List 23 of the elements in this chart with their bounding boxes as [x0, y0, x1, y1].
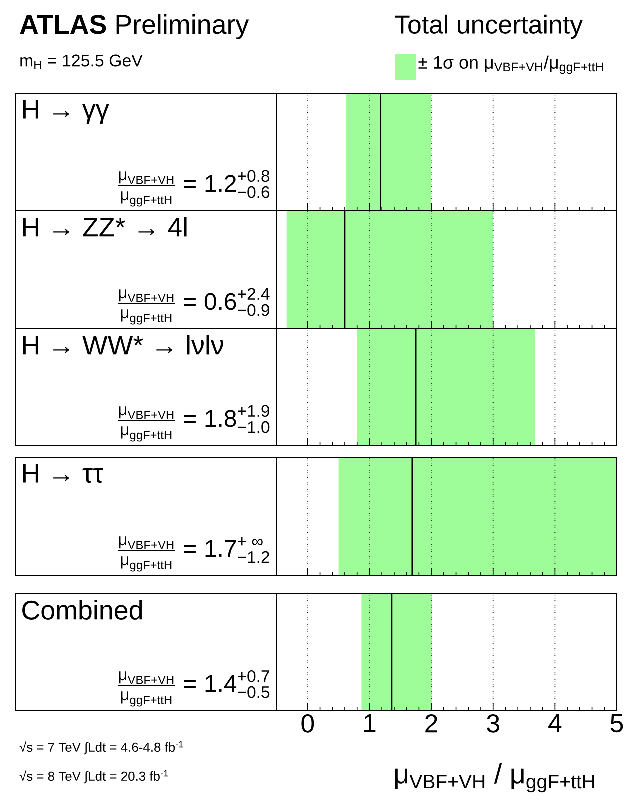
text: $\frac{\text{μ}_{\text{VBF+VH}}}{\text{μ}_{\text{ggF+ttH}}} \mathrel{\text{=}} \text{0.6}^{\text{+2.4}}_{\text{−0.9}}$ — [118, 288, 270, 325]
category-label: H → ττ — [23, 464, 104, 483]
x-tick-label: 4 — [548, 714, 562, 732]
category-label: H → γγ — [23, 100, 110, 124]
text: m$_{H}$ = 125.5 GeV — [20, 54, 143, 70]
text: √s = 8 TeV ∫Ldt = 20.3 fb$^{-1}$ — [20, 770, 168, 784]
category-label: Combined — [22, 600, 142, 620]
x-axis-title: μ$_{VBF+VH}$ / μ$_{ggF+ttH}$ — [395, 763, 594, 793]
category-label: H → WW* → lνlν — [23, 335, 224, 355]
chart-title: ATLAS Preliminary — [20, 14, 250, 40]
text: $\frac{\text{μ}_{\text{VBF+VH}}}{\text{μ}_{\text{ggF+ttH}}} \mathrel{\text{=}} \text{1.8}^{\text{+1.9}}_{\text{−1.0}}$ — [118, 405, 270, 442]
text: $\frac{\text{μ}_{\text{VBF+VH}}}{\text{μ}_{\text{ggF+ttH}}} \mathrel{\text{=}} \text{1.2}^{\text{+0.8}}_{\text{−0.6}}$ — [118, 170, 270, 207]
category-label: H → ZZ* → 4l — [23, 217, 187, 237]
text: $\frac{\text{μ}_{\text{VBF+VH}}}{\text{μ}_{\text{ggF+ttH}}} \mathrel{\text{=}} \text{1.4}^{\text{+0.7}}_{\text{−0.5}}$ — [118, 670, 270, 707]
x-tick-label: 3 — [487, 714, 500, 733]
x-tick-label: 2 — [426, 714, 438, 733]
text: $\frac{\text{μ}_{\text{VBF+VH}}}{\text{μ}_{\text{ggF+ttH}}} \mathrel{\text{=}} \text{1.7}^{\text{+ ∞}}_{\text{−1.2}}$ — [118, 536, 270, 572]
legend-title: Total uncertainty — [395, 14, 584, 40]
x-tick-label: 1 — [364, 714, 376, 732]
x-tick-label: 5 — [610, 714, 624, 733]
text: √s = 7 TeV ∫Ldt = 4.6-4.8 fb$^{-1}$ — [20, 741, 184, 755]
legend-label: ± 1σ on μ$_{VBF+VH}$/μ$_{ggF+ttH}$ — [418, 56, 604, 74]
x-tick-label: 0 — [302, 714, 314, 733]
